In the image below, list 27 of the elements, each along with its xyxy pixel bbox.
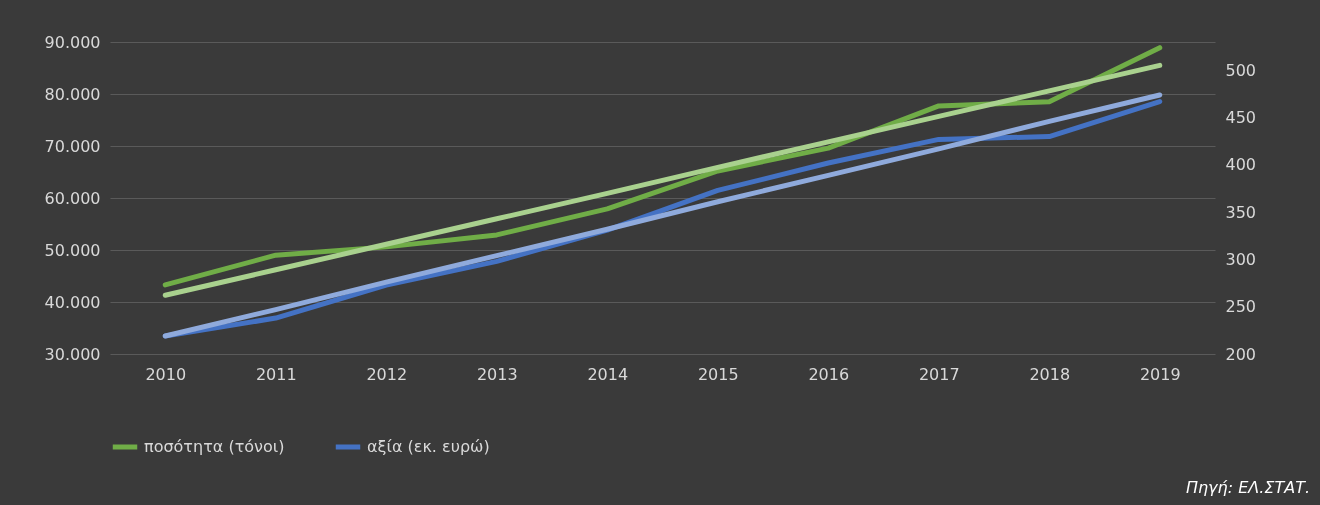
x-tick-label: 2015 <box>697 364 739 384</box>
y2-tick-label: 350 <box>1225 202 1257 222</box>
legend-label: ποσότητα (τόνοι) <box>144 437 285 456</box>
y-tick-label: 60.000 <box>44 188 101 208</box>
x-tick-label: 2016 <box>808 364 850 384</box>
legend-label: αξία (εκ. ευρώ) <box>367 437 490 456</box>
y2-tick-label: 200 <box>1225 344 1257 364</box>
x-tick-label: 2011 <box>255 364 297 384</box>
y-tick-label: 50.000 <box>44 240 101 260</box>
y2-tick-label: 400 <box>1225 155 1257 175</box>
y-tick-label: 70.000 <box>44 136 101 156</box>
y2-tick-label: 250 <box>1225 297 1257 317</box>
text: Πηγή: ΕΛ.ΣΤΑΤ. <box>1185 478 1310 497</box>
x-tick-label: 2014 <box>587 364 629 384</box>
x-tick-label: 2017 <box>918 364 960 384</box>
y2-tick-label: 300 <box>1225 249 1257 269</box>
y2-tick-label: 500 <box>1225 60 1257 80</box>
x-tick-label: 2018 <box>1029 364 1071 384</box>
y-tick-label: 30.000 <box>44 344 101 364</box>
x-tick-label: 2013 <box>476 364 518 384</box>
x-tick-label: 2010 <box>145 364 187 384</box>
x-tick-label: 2019 <box>1139 364 1181 384</box>
y-tick-label: 40.000 <box>44 292 101 312</box>
x-tick-label: 2012 <box>366 364 408 384</box>
y-tick-label: 80.000 <box>44 84 101 104</box>
y-tick-label: 90.000 <box>44 32 101 52</box>
y2-tick-label: 450 <box>1225 108 1257 128</box>
